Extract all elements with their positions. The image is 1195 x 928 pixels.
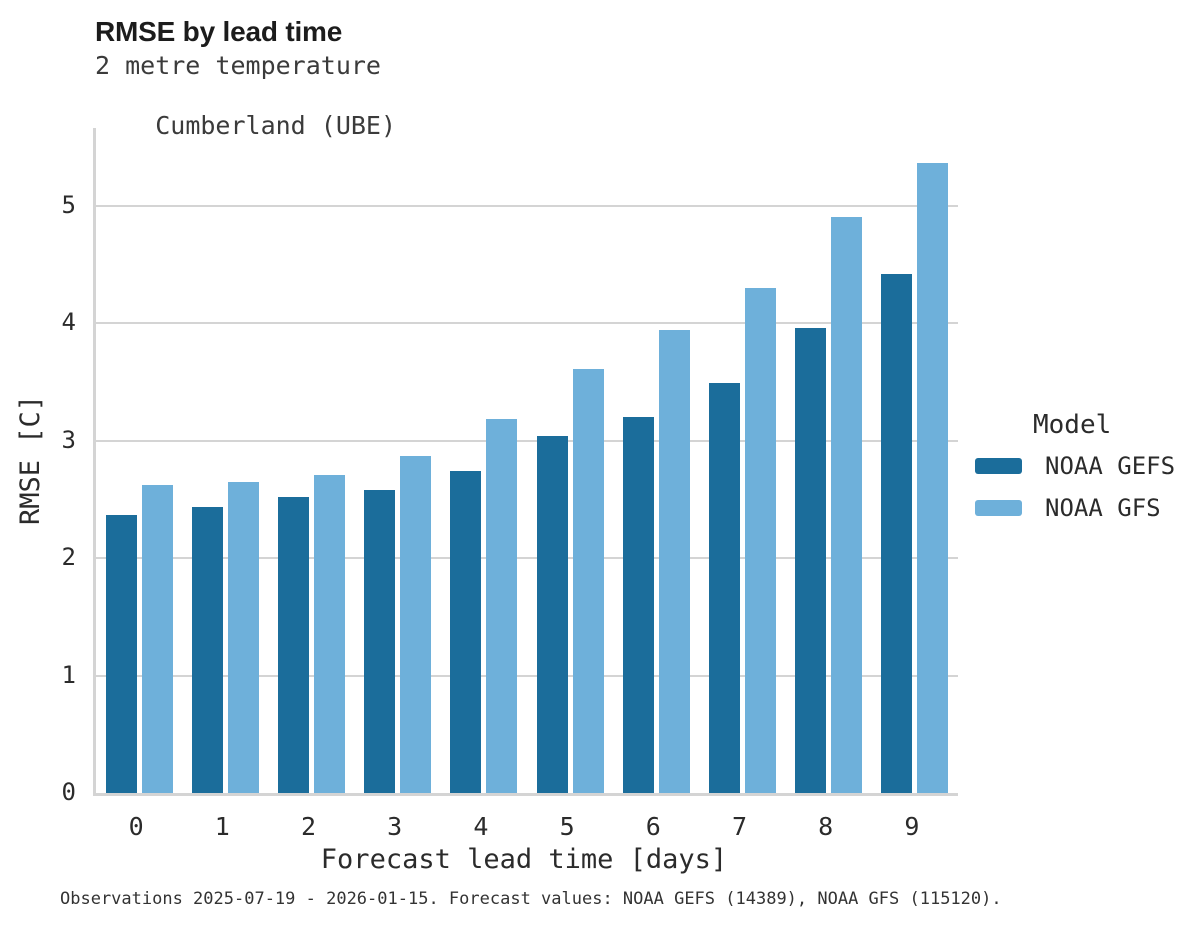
chart-subtitle-line-1: 2 metre temperature bbox=[95, 51, 381, 80]
x-tick-label-1: 1 bbox=[214, 812, 230, 841]
bar-noaa-gfs-lead-3 bbox=[400, 456, 432, 793]
bar-noaa-gfs-lead-0 bbox=[141, 485, 173, 793]
gridline-y-3 bbox=[96, 439, 958, 442]
bar-noaa-gefs-lead-7 bbox=[708, 383, 740, 793]
bar-noaa-gfs-lead-1 bbox=[227, 482, 259, 793]
x-axis-tick-labels: 0 1 2 3 4 5 6 7 8 9 bbox=[93, 812, 955, 844]
chart-subtitle-line-2: Cumberland (UBE) bbox=[155, 111, 397, 140]
bar-noaa-gefs-lead-5 bbox=[536, 436, 568, 793]
bar-noaa-gefs-lead-6 bbox=[622, 417, 654, 793]
y-tick-label-4: 4 bbox=[61, 308, 76, 337]
bar-noaa-gefs-lead-4 bbox=[450, 471, 482, 793]
legend-item-noaa-gfs: NOAA GFS bbox=[975, 494, 1195, 522]
y-tick-label-5: 5 bbox=[61, 190, 76, 219]
bar-group-lead-2 bbox=[268, 128, 354, 793]
bar-group-lead-9 bbox=[872, 128, 958, 793]
bar-group-lead-8 bbox=[786, 128, 872, 793]
x-tick-label-9: 9 bbox=[904, 812, 920, 841]
bar-noaa-gefs-lead-8 bbox=[795, 328, 827, 793]
x-axis-title: Forecast lead time [days] bbox=[320, 844, 728, 875]
y-tick-label-2: 2 bbox=[61, 543, 76, 572]
x-tick-label-6: 6 bbox=[645, 812, 661, 841]
bar-noaa-gefs-lead-0 bbox=[105, 515, 137, 793]
y-tick-label-3: 3 bbox=[61, 425, 76, 454]
legend: Model NOAA GEFS NOAA GFS bbox=[975, 410, 1195, 536]
bar-group-lead-3 bbox=[355, 128, 441, 793]
legend-label-noaa-gefs: NOAA GEFS bbox=[1045, 452, 1176, 480]
bar-noaa-gfs-lead-9 bbox=[917, 163, 949, 793]
bar-noaa-gfs-lead-7 bbox=[744, 288, 776, 793]
gridline-y-4 bbox=[96, 322, 958, 325]
bar-group-lead-4 bbox=[441, 128, 527, 793]
bar-group-lead-0 bbox=[96, 128, 182, 793]
x-tick-label-8: 8 bbox=[818, 812, 834, 841]
y-axis-tick-labels: 0 1 2 3 4 5 bbox=[0, 128, 76, 806]
legend-items: NOAA GEFS NOAA GFS bbox=[975, 452, 1195, 522]
x-tick-label-3: 3 bbox=[387, 812, 403, 841]
legend-swatch-noaa-gfs bbox=[975, 500, 1022, 516]
legend-item-noaa-gefs: NOAA GEFS bbox=[975, 452, 1195, 480]
y-tick-label-0: 0 bbox=[61, 778, 76, 806]
x-tick-label-2: 2 bbox=[300, 812, 317, 841]
x-tick-label-7: 7 bbox=[731, 812, 748, 841]
bar-noaa-gefs-lead-3 bbox=[364, 490, 396, 793]
bar-noaa-gfs-lead-5 bbox=[572, 369, 604, 793]
legend-swatch-noaa-gefs bbox=[975, 458, 1022, 474]
bar-noaa-gfs-lead-6 bbox=[658, 330, 690, 793]
x-tick-label-4: 4 bbox=[473, 812, 489, 841]
x-tick-label-5: 5 bbox=[559, 812, 575, 841]
caption: Observations 2025-07-19 - 2026-01-15. Fo… bbox=[60, 889, 1002, 909]
bar-noaa-gefs-lead-2 bbox=[277, 497, 309, 793]
bar-group-lead-6 bbox=[613, 128, 699, 793]
gridline-y-2 bbox=[96, 557, 958, 560]
legend-title: Model bbox=[1033, 410, 1112, 440]
legend-label-noaa-gfs: NOAA GFS bbox=[1045, 494, 1161, 522]
y-tick-label-1: 1 bbox=[61, 660, 76, 689]
bar-noaa-gfs-lead-8 bbox=[831, 217, 863, 793]
gridline-y-1 bbox=[96, 674, 958, 677]
bar-noaa-gfs-lead-2 bbox=[313, 475, 345, 793]
bar-noaa-gefs-lead-1 bbox=[191, 507, 223, 793]
plot-area bbox=[93, 128, 958, 796]
x-tick-label-0: 0 bbox=[128, 812, 144, 841]
chart-subtitle: 2 metre temperature Cumberland (UBE) bbox=[95, 51, 396, 171]
gridline-y-5 bbox=[96, 204, 958, 207]
bar-group-lead-5 bbox=[527, 128, 613, 793]
bar-noaa-gefs-lead-9 bbox=[881, 274, 913, 793]
bar-group-lead-7 bbox=[699, 128, 785, 793]
bar-noaa-gfs-lead-4 bbox=[486, 419, 518, 793]
chart-title: RMSE by lead time bbox=[95, 16, 343, 47]
bar-group-lead-1 bbox=[182, 128, 268, 793]
